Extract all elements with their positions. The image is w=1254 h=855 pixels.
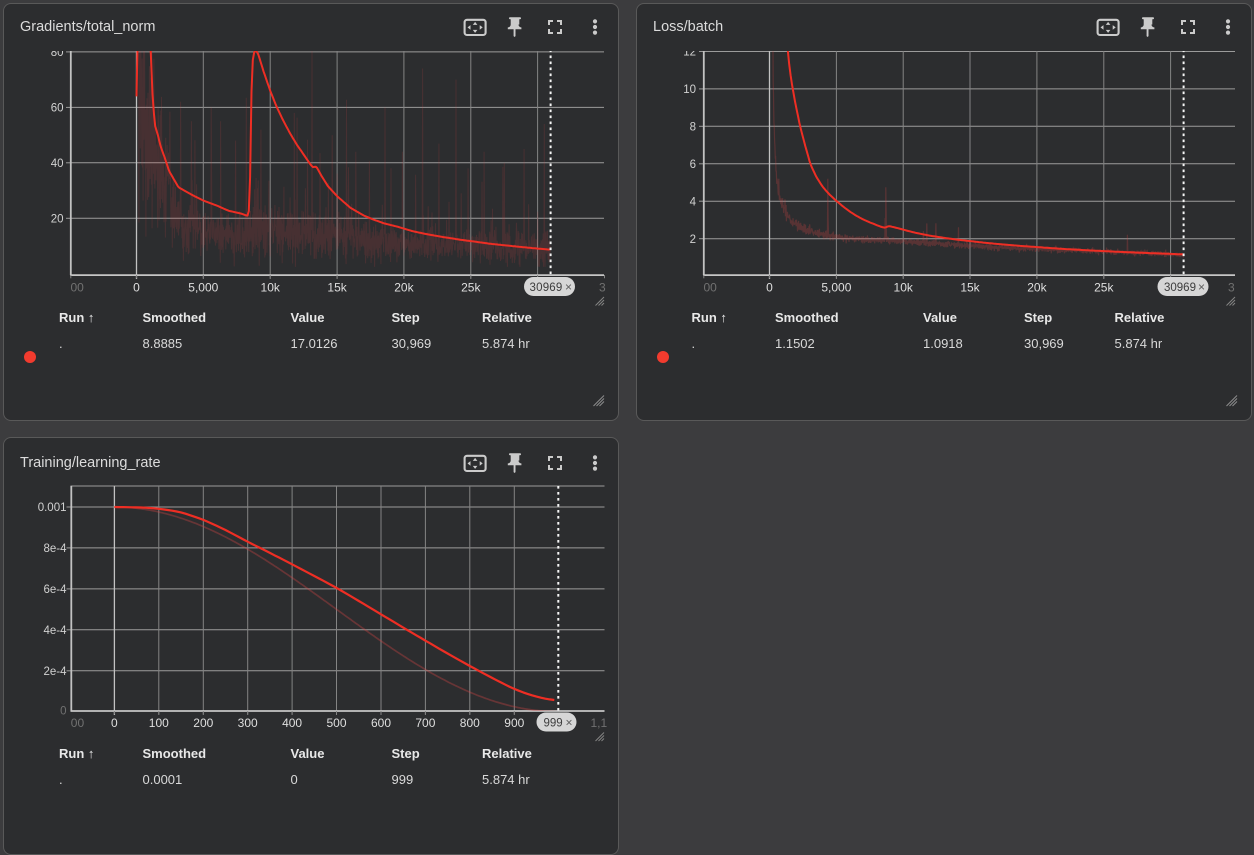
svg-text:200: 200 [193,716,213,730]
svg-text:0: 0 [60,706,66,718]
svg-text:30969: 30969 [530,281,563,293]
svg-text:20: 20 [51,213,64,225]
svg-text:×: × [566,716,573,730]
svg-text:0: 0 [766,280,773,294]
svg-text:00: 00 [71,716,85,730]
svg-text:30969: 30969 [1164,281,1196,293]
svg-text:600: 600 [371,716,391,730]
svg-text:0: 0 [111,716,118,730]
svg-text:3: 3 [599,280,606,294]
svg-text:4e-4: 4e-4 [43,625,67,637]
svg-text:10k: 10k [894,280,914,294]
svg-text:3: 3 [1228,280,1235,294]
svg-text:2e-4: 2e-4 [43,666,67,678]
svg-text:5,000: 5,000 [188,280,218,294]
svg-text:2: 2 [690,233,696,245]
svg-text:0: 0 [133,280,140,294]
svg-text:15k: 15k [327,280,347,294]
svg-text:12: 12 [683,51,696,59]
svg-text:400: 400 [282,716,302,730]
svg-text:20k: 20k [1027,280,1047,294]
svg-text:00: 00 [71,280,85,294]
svg-text:1,1: 1,1 [591,716,608,730]
svg-text:0.001: 0.001 [38,502,67,514]
svg-text:10: 10 [683,84,696,96]
svg-text:8e-4: 8e-4 [43,543,67,555]
svg-text:20k: 20k [394,280,414,294]
svg-text:25k: 25k [1094,280,1114,294]
svg-text:15k: 15k [960,280,980,294]
svg-text:999: 999 [544,717,563,729]
svg-text:25k: 25k [461,280,481,294]
svg-text:100: 100 [149,716,169,730]
svg-text:500: 500 [326,716,346,730]
svg-text:60: 60 [51,102,64,114]
svg-text:×: × [565,280,572,294]
svg-text:6e-4: 6e-4 [43,584,67,596]
svg-text:8: 8 [690,121,696,133]
svg-text:900: 900 [504,716,524,730]
svg-text:10k: 10k [261,280,281,294]
svg-text:×: × [1198,280,1205,294]
svg-text:700: 700 [415,716,435,730]
svg-text:5,000: 5,000 [821,280,851,294]
svg-text:4: 4 [690,196,697,208]
svg-text:00: 00 [704,280,718,294]
svg-text:800: 800 [460,716,480,730]
svg-text:300: 300 [238,716,258,730]
svg-text:80: 80 [51,51,64,59]
svg-text:6: 6 [690,159,696,171]
svg-text:40: 40 [51,158,64,170]
